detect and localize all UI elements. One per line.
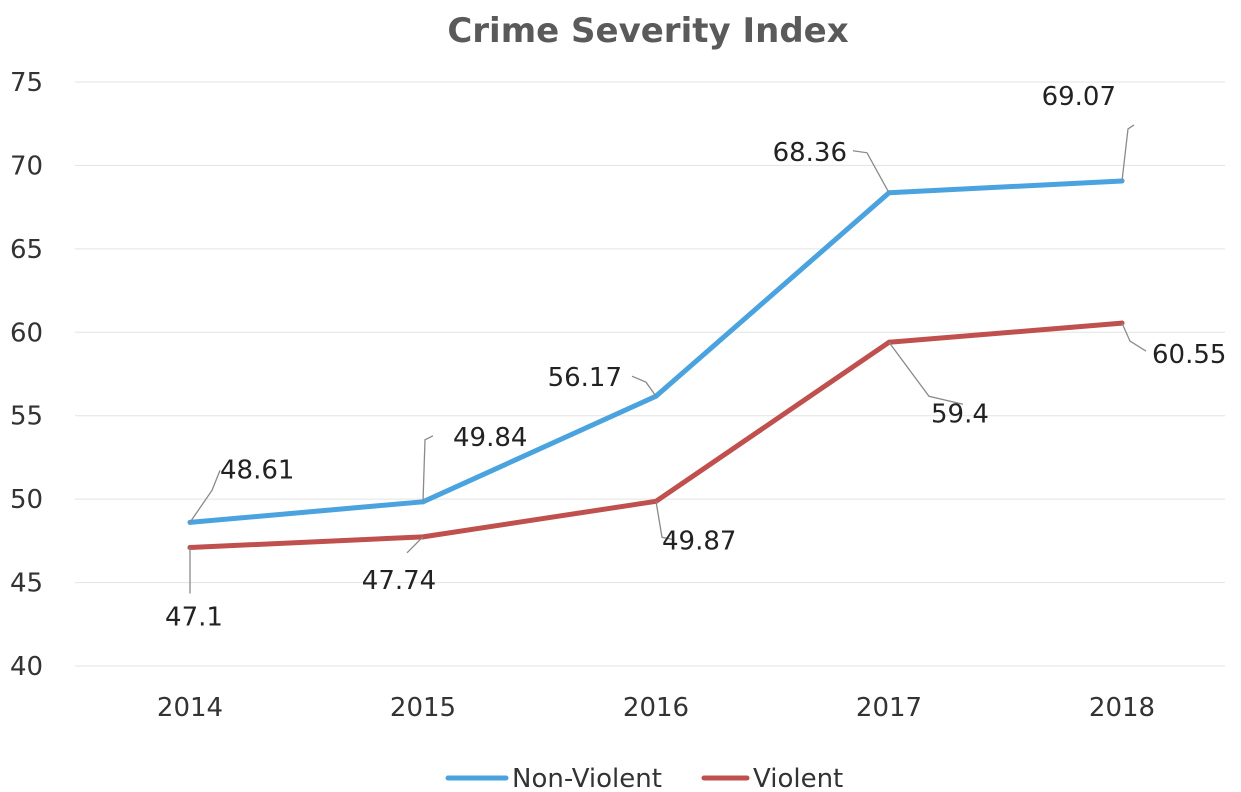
series-line-violent xyxy=(187,320,1125,551)
data-label-leader xyxy=(852,150,890,194)
data-label-leader xyxy=(422,435,434,502)
x-axis-tick-labels: 2014 2015 2016 2017 2018 xyxy=(157,693,1155,723)
x-tick-label: 2017 xyxy=(856,693,922,723)
x-tick-label: 2018 xyxy=(1089,693,1155,723)
y-tick-label: 45 xyxy=(10,569,43,599)
data-label-leader xyxy=(655,501,673,540)
data-label: 60.55 xyxy=(1152,340,1226,370)
data-label-leader xyxy=(1121,322,1147,352)
y-tick-label: 50 xyxy=(10,485,43,515)
x-tick-label: 2015 xyxy=(390,693,456,723)
legend-item: Violent xyxy=(701,764,843,792)
x-tick-label: 2014 xyxy=(157,693,223,723)
data-label: 69.07 xyxy=(1042,82,1116,112)
data-label-leader xyxy=(189,470,221,523)
gridlines xyxy=(75,81,1225,667)
data-label: 47.1 xyxy=(165,603,223,633)
chart-title: Crime Severity Index xyxy=(447,11,848,51)
legend: Non-Violent Violent xyxy=(445,764,843,792)
x-tick-label: 2016 xyxy=(623,693,689,723)
data-label-leader xyxy=(631,375,657,397)
y-tick-label: 55 xyxy=(10,402,43,432)
y-tick-label: 70 xyxy=(10,151,43,181)
series-lines xyxy=(187,178,1125,551)
data-label: 49.87 xyxy=(662,526,736,556)
series-line-non-violent xyxy=(187,178,1125,525)
data-labels: 48.61 49.84 56.17 68.36 69.07 47.1 47.74 49.87 5… xyxy=(165,82,1226,633)
data-label: 68.36 xyxy=(773,138,847,168)
legend-label: Violent xyxy=(753,764,843,792)
data-label: 47.74 xyxy=(362,566,436,596)
data-label-leader xyxy=(1121,124,1135,182)
data-label-leader xyxy=(406,536,424,554)
y-tick-label: 40 xyxy=(10,652,43,682)
y-tick-label: 60 xyxy=(10,318,43,348)
y-tick-label: 65 xyxy=(10,235,43,265)
y-tick-label: 75 xyxy=(10,68,43,98)
legend-label: Non-Violent xyxy=(512,764,662,792)
data-label: 48.61 xyxy=(220,455,294,485)
data-label-leader xyxy=(888,341,964,405)
data-label: 56.17 xyxy=(548,363,622,393)
y-axis-tick-labels: 40 45 50 55 60 65 70 75 xyxy=(10,68,43,682)
data-label: 49.84 xyxy=(453,423,527,453)
legend-item: Non-Violent xyxy=(445,764,662,792)
data-label: 59.4 xyxy=(931,399,989,429)
